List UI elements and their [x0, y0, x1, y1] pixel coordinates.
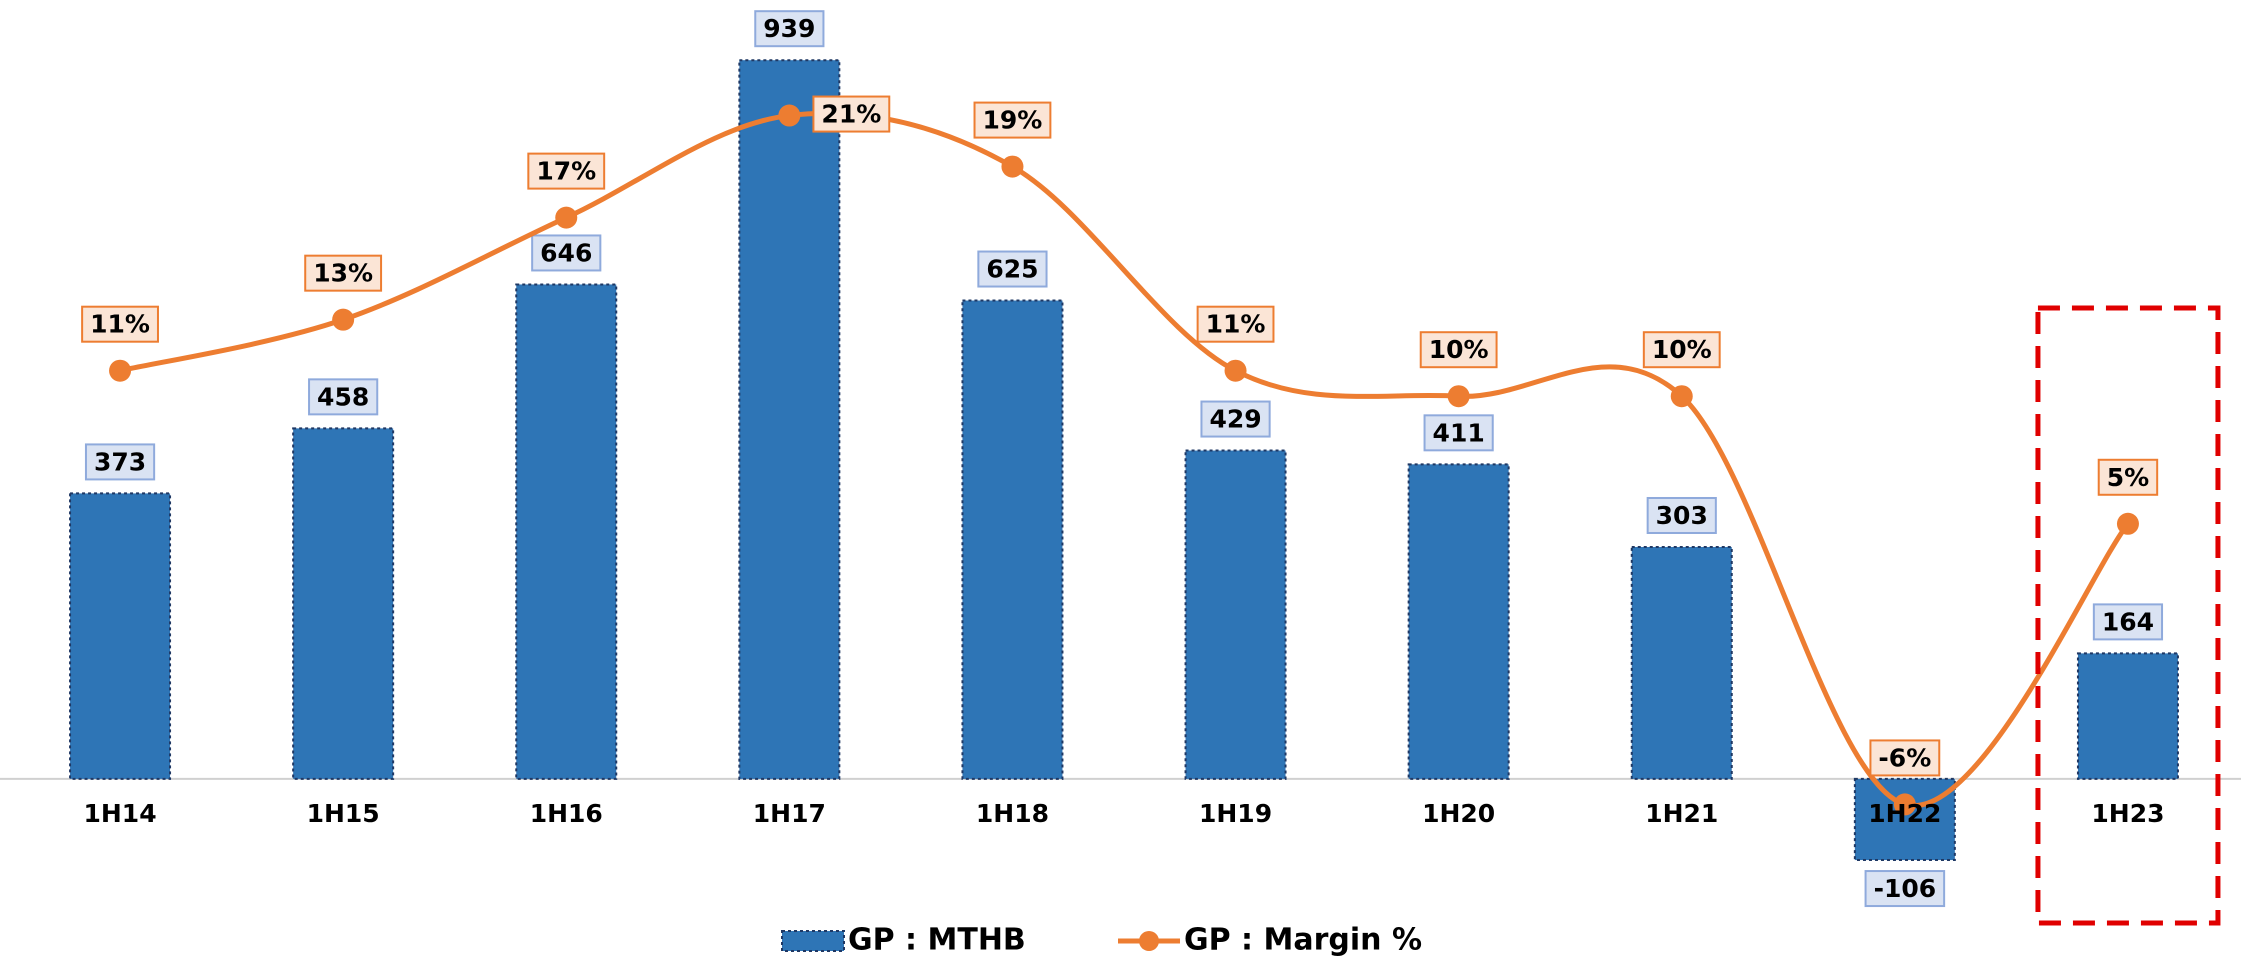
- x-tick-label: 1H15: [307, 799, 380, 828]
- margin-value-label: 19%: [983, 106, 1043, 135]
- margin-value-label: -6%: [1878, 743, 1931, 772]
- margin-value-label-box: [1196, 305, 1275, 343]
- bar: [2076, 652, 2179, 780]
- x-tick-label: 1H18: [976, 799, 1049, 828]
- x-tick-label: 1H20: [1422, 799, 1495, 828]
- margin-value-label: 11%: [1206, 310, 1266, 339]
- margin-value-label-box: [812, 95, 891, 133]
- bar-value-label-box: [977, 250, 1048, 288]
- margin-marker: [1893, 793, 1916, 816]
- margin-value-label: 5%: [2107, 463, 2149, 492]
- bar-value-label: 164: [2102, 607, 2154, 636]
- bar-value-label: -106: [1874, 874, 1937, 903]
- legend-swatch-marker: [1139, 931, 1159, 951]
- margin-value-label-box: [1869, 739, 1941, 777]
- margin-value-label-box: [2097, 458, 2159, 496]
- bar: [1853, 777, 1956, 862]
- margin-marker: [1224, 359, 1247, 382]
- bar-value-label-box: [2092, 603, 2164, 641]
- legend-label: GP : MTHB: [848, 923, 1026, 958]
- margin-value-label: 10%: [1429, 335, 1489, 364]
- bar-value-label: 625: [986, 255, 1038, 284]
- margin-value-label-box: [1642, 331, 1721, 369]
- bar-value-label-box: [1864, 870, 1946, 908]
- x-tick-label: 1H23: [2091, 799, 2164, 828]
- bar-value-label: 303: [1656, 501, 1708, 530]
- bar-value-label: 458: [317, 382, 369, 411]
- margin-marker: [109, 359, 132, 382]
- bar-value-label: 646: [540, 238, 592, 267]
- margin-value-label-box: [81, 305, 159, 343]
- bar-value-label-box: [308, 378, 379, 416]
- margin-value-label: 11%: [90, 310, 150, 339]
- bar-value-label: 939: [763, 14, 815, 43]
- margin-value-label: 10%: [1652, 335, 1712, 364]
- x-tick-label: 1H21: [1645, 799, 1718, 828]
- bar-value-label: 429: [1209, 405, 1261, 434]
- legend-swatch: [781, 930, 845, 952]
- bar: [1184, 449, 1287, 780]
- margin-marker: [1447, 385, 1470, 408]
- bar: [1630, 545, 1733, 780]
- x-tick-label: 1H16: [530, 799, 603, 828]
- margin-marker: [332, 308, 355, 331]
- highlight-box: [2035, 305, 2221, 926]
- bar: [69, 492, 172, 780]
- margin-marker: [1001, 155, 1024, 178]
- bar-value-label: 373: [94, 447, 146, 476]
- margin-marker: [2116, 512, 2139, 535]
- bar-value-label-box: [754, 10, 825, 48]
- margin-value-label-box: [527, 152, 606, 190]
- bar-value-label-box: [1646, 496, 1717, 534]
- bar-value-label-box: [84, 443, 156, 481]
- bar-value-label-box: [1423, 414, 1494, 452]
- margin-marker: [1670, 385, 1693, 408]
- margin-marker: [555, 206, 578, 229]
- bar-value-label: 411: [1433, 418, 1485, 447]
- margin-value-label: 17%: [536, 157, 596, 186]
- bar: [961, 299, 1064, 780]
- bar: [738, 59, 841, 780]
- x-tick-label: 1H14: [83, 799, 156, 828]
- bar-value-label-box: [531, 234, 602, 272]
- margin-value-label: 13%: [313, 259, 373, 288]
- x-tick-label: 1H22: [1868, 799, 1941, 828]
- margin-value-label-box: [304, 254, 383, 292]
- margin-value-label-box: [1419, 331, 1498, 369]
- bar: [515, 283, 618, 780]
- margin-line: [119, 110, 2130, 809]
- x-tick-label: 1H17: [753, 799, 826, 828]
- margin-value-label: 21%: [821, 100, 881, 129]
- margin-value-label-box: [973, 101, 1052, 139]
- bar: [292, 427, 395, 780]
- bar-value-label-box: [1200, 400, 1271, 438]
- bar: [1407, 463, 1510, 780]
- legend-label: GP : Margin %: [1184, 923, 1422, 958]
- margin-marker: [778, 104, 801, 127]
- x-tick-label: 1H19: [1199, 799, 1272, 828]
